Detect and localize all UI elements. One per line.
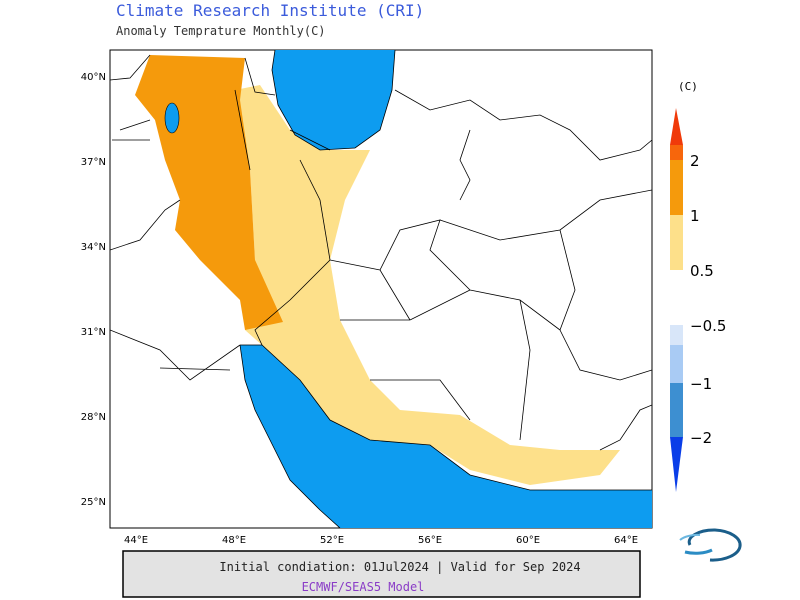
legend: (C) 2 1 0.5 −0.5 −1 −2 [670, 80, 726, 492]
legend-swatch [670, 325, 683, 345]
lon-labels: 44°E 48°E 52°E 56°E 60°E 64°E [124, 535, 638, 546]
lon-label: 48°E [222, 535, 246, 546]
persian-gulf [240, 345, 652, 528]
title: Climate Research Institute (CRI) [116, 1, 424, 20]
legend-label: 1 [690, 207, 700, 225]
legend-label: −0.5 [690, 317, 726, 335]
lat-label: 40°N [81, 72, 106, 83]
legend-label: 2 [690, 152, 700, 170]
lat-label: 25°N [81, 497, 106, 508]
warm-anomaly-0-5 [235, 85, 620, 485]
legend-swatch [670, 160, 683, 215]
legend-unit: (C) [678, 80, 698, 93]
lat-label: 37°N [81, 157, 106, 168]
lon-label: 60°E [516, 535, 540, 546]
logo [679, 528, 742, 562]
legend-swatch [670, 345, 683, 383]
legend-label: −2 [690, 429, 712, 447]
lon-label: 44°E [124, 535, 148, 546]
footer-box [122, 550, 641, 598]
subtitle: Anomaly Temprature Monthly(C) [116, 24, 326, 38]
legend-label: 0.5 [690, 262, 714, 280]
lon-label: 64°E [614, 535, 638, 546]
legend-labels: 2 1 0.5 −0.5 −1 −2 [690, 152, 726, 447]
lake-urmia [164, 102, 180, 134]
lon-label: 56°E [418, 535, 442, 546]
footer-model: ECMWF/SEAS5 Model [302, 580, 425, 594]
footer: Initial condiation: 01Jul2024 | Valid fo… [122, 550, 641, 598]
coastline [239, 50, 652, 528]
legend-swatch [670, 145, 683, 160]
footer-line: Initial condiation: 01Jul2024 | Valid fo… [219, 560, 580, 574]
lat-label: 34°N [81, 242, 106, 253]
lat-label: 31°N [81, 327, 106, 338]
borders [110, 54, 652, 451]
legend-swatch [670, 108, 683, 145]
legend-swatch [670, 215, 683, 270]
map: 40°N 37°N 34°N 31°N 28°N 25°N 44°E 48°E … [81, 49, 653, 546]
lat-labels: 40°N 37°N 34°N 31°N 28°N 25°N [81, 72, 106, 508]
legend-label: −1 [690, 375, 712, 393]
lon-label: 52°E [320, 535, 344, 546]
legend-swatch [670, 437, 683, 492]
lat-label: 28°N [81, 412, 106, 423]
legend-swatch [670, 383, 683, 437]
caspian-sea [272, 50, 395, 150]
